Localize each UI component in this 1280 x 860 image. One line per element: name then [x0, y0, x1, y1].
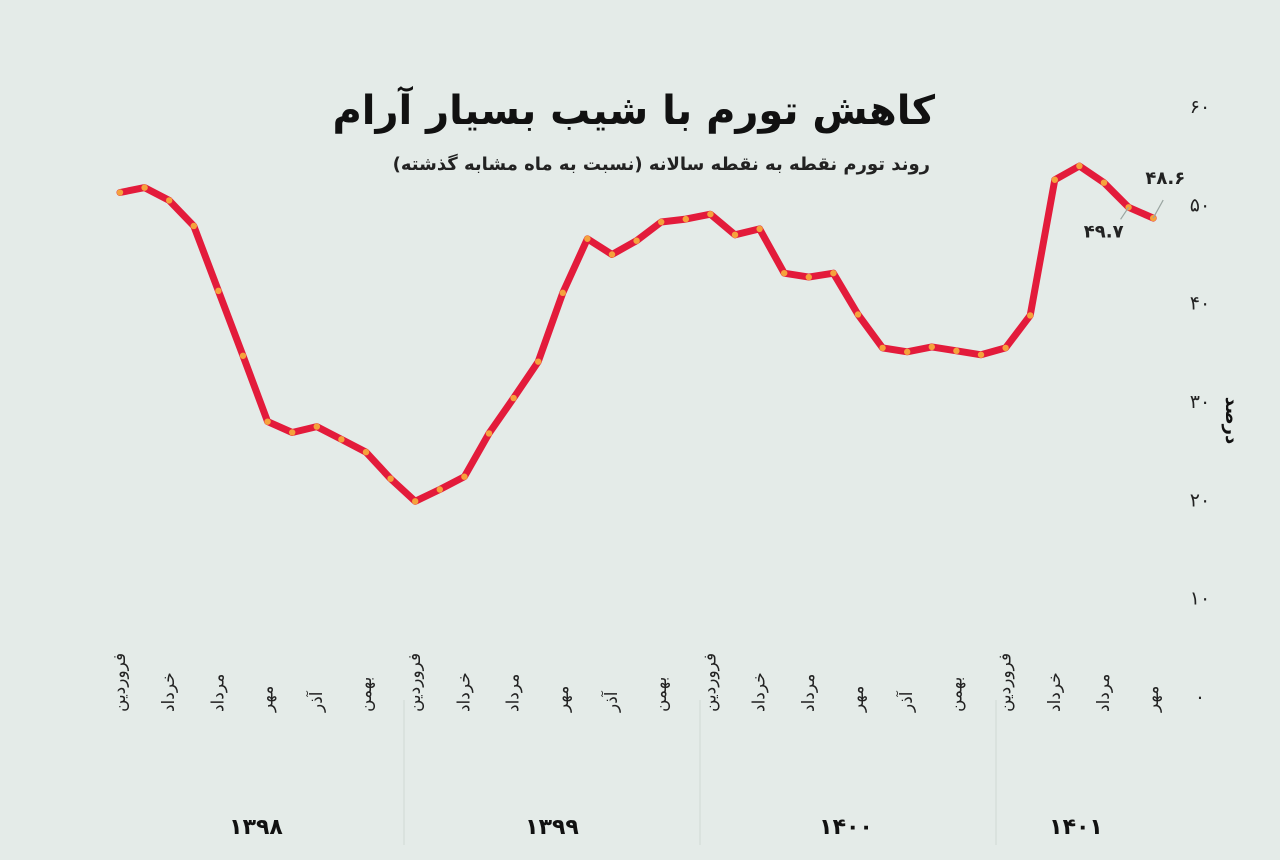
- x-tick-label: آذر: [895, 690, 917, 713]
- x-tick-label: مهر: [553, 686, 573, 713]
- data-point: [633, 237, 640, 244]
- data-point: [1076, 162, 1083, 170]
- x-tick-label: آذر: [305, 690, 327, 713]
- year-label: ۱۴۰۱: [1049, 815, 1103, 840]
- y-tick-label: ۲۰: [1190, 489, 1210, 511]
- data-point: [116, 189, 124, 196]
- data-point: [313, 423, 320, 430]
- year-label: ۱۳۹۸: [229, 815, 283, 840]
- chart-subtitle: روند تورم نقطه به نقطه سالانه (نسبت به م…: [392, 154, 930, 175]
- y-tick-label: ۴۰: [1190, 293, 1210, 315]
- y-axis: ۰ ۱۰ ۲۰ ۳۰ ۴۰ ۵۰ ۶۰: [1190, 96, 1210, 708]
- annotation-leader: [1120, 206, 1130, 220]
- inflation-line: [116, 162, 1157, 505]
- series-inflation: [116, 162, 1157, 505]
- data-point: [707, 210, 714, 218]
- x-tick-label: مرداد: [208, 674, 228, 712]
- data-point: [1002, 344, 1009, 352]
- x-tick-label: خرداد: [1045, 672, 1065, 712]
- data-point: [289, 429, 296, 436]
- data-point: [1027, 312, 1034, 319]
- y-axis-label: درصد: [1221, 396, 1243, 445]
- data-point: [485, 430, 493, 437]
- x-tick-label: مرداد: [799, 674, 819, 712]
- x-axis: فروردین خرداد مرداد مهر آذر بهمن فروردین خرداد م…: [110, 653, 1163, 713]
- y-tick-label: ۶۰: [1190, 96, 1210, 118]
- x-tick-label: مهر: [258, 686, 278, 713]
- data-point: [338, 436, 345, 443]
- data-point: [215, 287, 222, 295]
- y-tick-label: ۱۰: [1190, 588, 1210, 610]
- annotation-label: ۴۹.۷: [1084, 221, 1124, 242]
- data-point: [190, 222, 197, 230]
- data-point: [805, 273, 812, 281]
- data-point: [781, 269, 788, 277]
- x-tick-label: فروردین: [996, 653, 1016, 712]
- data-point: [928, 343, 935, 351]
- data-point: [953, 347, 960, 355]
- data-point: [904, 348, 911, 356]
- y-tick-label: ۰: [1195, 686, 1205, 708]
- data-point: [362, 448, 370, 456]
- data-point: [584, 235, 591, 242]
- x-tick-label: فروردین: [405, 653, 425, 712]
- data-point: [461, 473, 468, 480]
- data-point: [559, 289, 566, 297]
- x-tick-label: مهر: [1143, 686, 1163, 713]
- annotation-leader: [1152, 199, 1164, 219]
- data-point: [879, 344, 886, 352]
- data-point: [387, 475, 394, 482]
- data-point: [1125, 204, 1132, 211]
- x-tick-label: بهمن: [356, 677, 376, 712]
- data-point: [535, 358, 542, 365]
- x-tick-label: بهمن: [651, 677, 671, 712]
- x-tick-label: فروردین: [110, 653, 130, 712]
- x-tick-label: مرداد: [1094, 674, 1114, 712]
- data-point: [264, 418, 271, 425]
- data-point: [658, 218, 665, 226]
- data-point: [682, 215, 689, 223]
- data-point: [1051, 176, 1059, 183]
- data-point: [436, 486, 443, 493]
- annotations: ۴۹.۷ ۴۸.۶: [1084, 168, 1185, 242]
- x-tick-label: خرداد: [159, 672, 179, 712]
- data-point: [854, 311, 862, 318]
- year-labels: ۱۳۹۸ ۱۳۹۹ ۱۴۰۰ ۱۴۰۱: [229, 815, 1103, 840]
- x-tick-label: فروردین: [700, 653, 720, 712]
- data-point: [412, 498, 419, 505]
- data-point: [731, 231, 739, 239]
- y-tick-label: ۳۰: [1190, 391, 1210, 413]
- x-tick-label: مرداد: [504, 674, 524, 712]
- data-point: [239, 352, 247, 359]
- year-label: ۱۴۰۰: [819, 815, 873, 840]
- y-tick-label: ۵۰: [1190, 194, 1210, 216]
- data-point: [756, 225, 763, 233]
- data-point: [977, 351, 985, 358]
- chart-title: کاهش تورم با شیب بسیار آرام: [332, 88, 935, 134]
- x-tick-label: خرداد: [750, 672, 770, 712]
- data-point: [510, 394, 517, 402]
- data-point: [608, 251, 616, 258]
- annotation-label: ۴۸.۶: [1145, 168, 1185, 189]
- x-tick-label: آذر: [600, 690, 622, 713]
- data-point: [141, 184, 148, 191]
- data-point: [1100, 179, 1108, 186]
- x-tick-label: مهر: [848, 686, 868, 713]
- data-point: [166, 197, 173, 204]
- year-dividers: [403, 700, 997, 845]
- x-tick-label: بهمن: [946, 677, 966, 712]
- year-label: ۱۳۹۹: [525, 815, 579, 840]
- data-point: [830, 269, 837, 277]
- x-tick-label: خرداد: [454, 672, 474, 712]
